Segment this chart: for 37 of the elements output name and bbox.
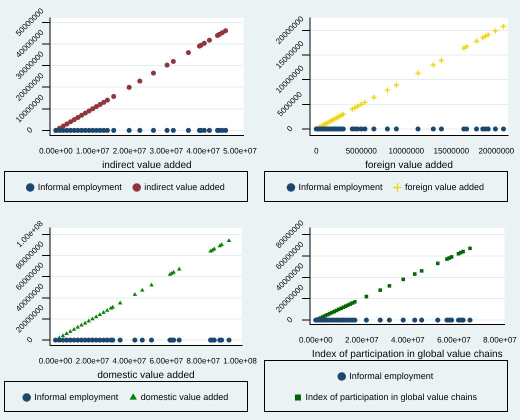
x-tick-label: 4.00e+07 <box>112 356 147 366</box>
x-tick-label: 8.00e+07 <box>483 335 518 344</box>
legend-label: Informal employment <box>298 182 383 192</box>
x-tick-label: 1.00e+07 <box>76 146 110 156</box>
y-tick-label: 0 <box>285 314 295 325</box>
x-tick-label: 2.00e+07 <box>345 335 380 344</box>
x-axis-title: foreign value added <box>365 160 453 171</box>
x-tick-label: 2.00e+07 <box>112 146 147 156</box>
legend-label: domestic value added <box>140 392 228 402</box>
legend-label: foreign value added <box>404 182 484 192</box>
x-tick-label: 0.00e+00 <box>39 146 74 156</box>
x-tick-label: 0.00e+00 <box>38 356 73 366</box>
x-tick-label: 6.00e+07 <box>437 335 472 344</box>
legend-label: indirect value added <box>144 182 225 192</box>
x-tick-label: 20000000 <box>478 146 515 156</box>
x-tick-label: 4.00e+07 <box>186 146 221 156</box>
x-axis-title: Index of participation in global value chains <box>312 348 503 360</box>
y-tick-label: 0 <box>285 124 295 134</box>
legend-label: Informal employment <box>38 182 122 192</box>
x-tick-label: 0 <box>314 146 320 156</box>
y-tick-label: 0 <box>25 125 35 135</box>
legend-label: Informal employment <box>349 370 434 381</box>
x-tick-label: 4.00e+07 <box>391 335 426 344</box>
x-axis-title: domestic value added <box>97 370 195 381</box>
x-tick-label: 8.00e+07 <box>186 356 221 366</box>
x-tick-label: 5.00e+07 <box>223 146 258 156</box>
x-axis-title: indirect value added <box>102 160 192 171</box>
x-tick-label: 3.00e+07 <box>150 146 184 156</box>
x-tick-label: 6.00e+07 <box>149 356 184 366</box>
x-tick-label: 5000000 <box>346 146 378 156</box>
x-tick-label: 0.00e+00 <box>298 335 334 344</box>
legend-label: Index of participation in global value chains <box>305 392 478 402</box>
x-tick-label: 1.00e+08 <box>223 356 258 366</box>
x-tick-label: 10000000 <box>388 146 425 156</box>
x-tick-label: 15000000 <box>434 146 470 156</box>
legend-label: Informal employment <box>34 392 119 402</box>
x-tick-label: 2.00e+07 <box>76 356 110 366</box>
